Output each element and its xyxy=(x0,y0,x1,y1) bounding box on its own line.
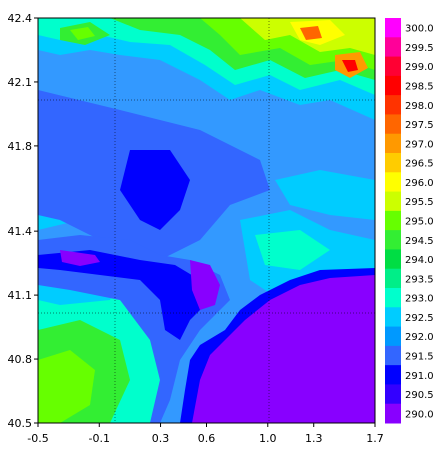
colorbar-swatch xyxy=(385,365,401,385)
colorbar-swatch xyxy=(385,56,401,77)
y-tick-label: 41.1 xyxy=(8,289,33,302)
colorbar-label: 298.0 xyxy=(405,101,433,112)
colorbar-label: 295.5 xyxy=(405,197,433,208)
colorbar-label: 293.5 xyxy=(405,274,433,285)
colorbar-label: 291.0 xyxy=(405,371,433,382)
x-tick-label: 1.3 xyxy=(305,432,323,445)
colorbar-swatch xyxy=(385,249,401,270)
colorbar-label: 290.5 xyxy=(405,390,433,401)
colorbar-label: 299.5 xyxy=(405,43,433,54)
y-tick-label: 42.1 xyxy=(8,76,33,89)
colorbar-swatch xyxy=(385,288,401,308)
colorbar-swatch xyxy=(385,345,401,366)
y-tick-label: 40.5 xyxy=(8,417,33,430)
x-tick-label: -0.1 xyxy=(89,432,110,445)
colorbar-label: 292.5 xyxy=(405,313,433,324)
colorbar-swatch xyxy=(385,384,401,405)
colorbar-label: 297.5 xyxy=(405,120,433,131)
x-axis: -0.5 -0.1 0.3 0.6 1.0 1.3 1.7 xyxy=(27,423,384,445)
colorbar-label: 291.5 xyxy=(405,352,433,363)
colorbar-swatch xyxy=(385,153,401,173)
y-tick-label: 40.8 xyxy=(8,353,33,366)
x-tick-label: 1.7 xyxy=(366,432,384,445)
colorbar-swatch xyxy=(385,191,401,212)
colorbar-label: 298.5 xyxy=(405,82,433,93)
colorbar-label: 297.0 xyxy=(405,139,433,150)
colorbar-swatch xyxy=(385,133,401,154)
x-tick-label: 1.0 xyxy=(259,432,277,445)
colorbar-label: 290.0 xyxy=(405,409,433,420)
colorbar-label: 293.0 xyxy=(405,294,433,305)
y-axis: 42.4 42.1 41.8 41.4 41.1 40.8 40.5 xyxy=(8,12,38,430)
colorbar-swatch xyxy=(385,114,401,135)
colorbar-swatch xyxy=(385,95,401,115)
colorbar-label: 300.0 xyxy=(405,24,433,35)
colorbar-swatch xyxy=(385,403,401,424)
colorbar-label: 294.5 xyxy=(405,236,433,247)
colorbar-swatch xyxy=(385,307,401,328)
colorbar-swatch xyxy=(385,326,401,347)
colorbar-label: 296.5 xyxy=(405,159,433,170)
temperature-field xyxy=(38,18,375,423)
y-tick-label: 41.4 xyxy=(8,225,33,238)
colorbar-swatch xyxy=(385,210,401,231)
colorbar-swatch xyxy=(385,18,401,38)
x-tick-label: 0.3 xyxy=(152,432,170,445)
colorbar-label: 296.0 xyxy=(405,178,433,189)
colorbar-label: 295.0 xyxy=(405,217,433,228)
colorbar-swatch xyxy=(385,268,401,289)
x-tick-label: -0.5 xyxy=(27,432,48,445)
colorbar-label: 292.0 xyxy=(405,332,433,343)
colorbar-swatch xyxy=(385,230,401,250)
colorbar-label: 294.0 xyxy=(405,255,433,266)
colorbar-swatch xyxy=(385,172,401,193)
colorbar: 300.0 299.5 299.0 298.5 298.0 297.5 297.0 296.5… xyxy=(385,18,433,424)
colorbar-swatch xyxy=(385,75,401,96)
colorbar-swatch xyxy=(385,37,401,58)
colorbar-label: 299.0 xyxy=(405,62,433,73)
y-tick-label: 42.4 xyxy=(8,12,33,25)
x-tick-label: 0.6 xyxy=(198,432,216,445)
y-tick-label: 41.8 xyxy=(8,140,33,153)
